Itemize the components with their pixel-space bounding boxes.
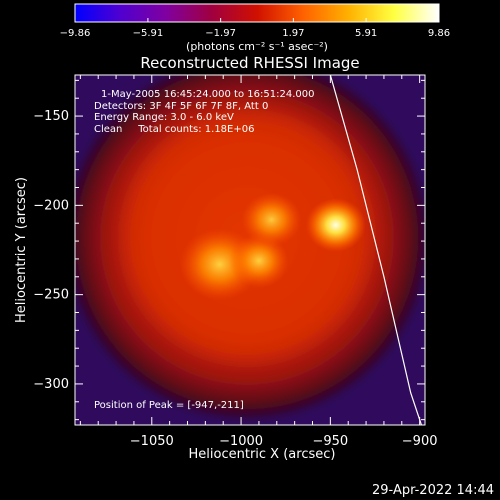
x-tick-label: −900 [402,434,438,449]
colorbar-units-label: (photons cm⁻² s⁻¹ asec⁻²) [186,40,328,53]
colorbar: −9.86 −5.91 −1.97 1.97 5.91 9.86 (photons cm⁻… [60,3,450,53]
peak-source [305,198,366,252]
colorbar-ticks: −9.86 −5.91 −1.97 1.97 5.91 9.86 [60,18,450,39]
colorbar-tick-label: −9.86 [60,28,91,39]
info-line-clean: Clean Total counts: 1.18E+06 [94,124,254,135]
info-line-detectors: Detectors: 3F 4F 5F 6F 7F 8F, Att 0 [94,101,268,112]
y-tick-label: −150 [33,109,69,124]
chart-title: Reconstructed RHESSI Image [140,54,359,72]
info-text: 1-May-2005 16:45:24.000 to 16:51:24.000 … [94,89,314,411]
y-axis-label: Heliocentric Y (arcsec) [14,177,29,323]
x-axis-label: Heliocentric X (arcsec) [189,447,336,462]
colorbar-tick-label: 5.91 [355,28,377,39]
footer-timestamp: 29-Apr-2022 14:44 [372,483,494,498]
axis-ticks: −1050 −1000 −950 −900 −150 −200 −250 −300 [33,75,438,449]
colorbar-tick-label: 9.86 [428,28,450,39]
colorbar-tick-label: −1.97 [205,28,236,39]
peak-position-label: Position of Peak = [-947,-211] [94,400,244,411]
emission-source [241,192,302,247]
info-line-time: 1-May-2005 16:45:24.000 to 16:51:24.000 [101,89,314,100]
y-tick-label: −250 [33,288,69,303]
x-tick-label: −950 [312,434,348,449]
emission-source [228,233,289,288]
x-tick-label: −1000 [219,434,263,449]
y-tick-label: −300 [33,377,69,392]
colorbar-bar [74,3,440,23]
info-line-energy: Energy Range: 3.0 - 6.0 keV [94,112,234,123]
plot-frame [74,74,426,426]
x-tick-label: −1050 [130,434,174,449]
colorbar-tick-label: −5.91 [133,28,164,39]
plot-area [75,75,425,425]
emission-sources [179,192,366,301]
y-tick-label: −200 [33,198,69,213]
colorbar-tick-label: 1.97 [282,28,304,39]
solar-limb-curve [329,75,422,425]
